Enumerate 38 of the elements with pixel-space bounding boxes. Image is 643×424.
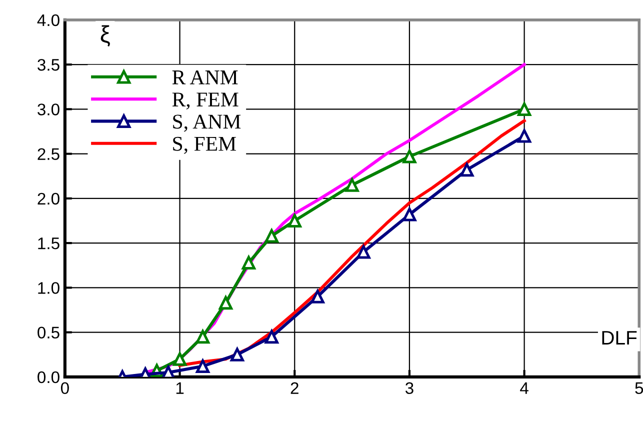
x-tick-label: 4 bbox=[520, 382, 528, 394]
legend-label: R, FEM bbox=[172, 92, 238, 110]
point bbox=[345, 178, 359, 192]
legend-label: S, ANM bbox=[173, 114, 241, 132]
y-tick-label: 3.5 bbox=[38, 58, 60, 71]
y-tick-label: 0.5 bbox=[38, 326, 60, 339]
point bbox=[288, 214, 302, 228]
y-tick-label: 2.5 bbox=[38, 148, 60, 160]
point bbox=[196, 330, 210, 344]
x-tick-label: 2 bbox=[290, 382, 298, 394]
x-tick-label: 0 bbox=[60, 382, 69, 394]
x-tick-label: 5 bbox=[635, 382, 643, 394]
y-tick-label: 3.0 bbox=[38, 104, 60, 116]
x-tick-label: 1 bbox=[176, 382, 184, 394]
point bbox=[517, 102, 532, 116]
x-axis-title: DLF bbox=[602, 331, 637, 344]
y-axis-title: ξ bbox=[100, 25, 110, 46]
legend-label: R ANM bbox=[172, 70, 238, 84]
point bbox=[310, 290, 324, 304]
point bbox=[230, 348, 244, 362]
y-tick-label: 1.5 bbox=[38, 238, 60, 250]
point bbox=[517, 129, 532, 143]
y-tick-label: 1.0 bbox=[38, 282, 60, 294]
point bbox=[218, 296, 233, 310]
y-tick-label: 2.0 bbox=[38, 192, 60, 205]
point bbox=[402, 150, 416, 164]
point bbox=[172, 352, 187, 366]
point bbox=[264, 330, 278, 344]
point bbox=[196, 359, 210, 374]
x-tick-label: 3 bbox=[405, 382, 414, 394]
y-tick-label: 4.0 bbox=[37, 14, 60, 26]
point bbox=[460, 163, 474, 177]
point bbox=[402, 208, 416, 222]
point bbox=[242, 256, 256, 270]
point bbox=[264, 229, 278, 243]
legend-label: S, FEM bbox=[173, 136, 236, 154]
y-tick-label: 0.0 bbox=[38, 371, 60, 384]
point bbox=[356, 245, 370, 259]
